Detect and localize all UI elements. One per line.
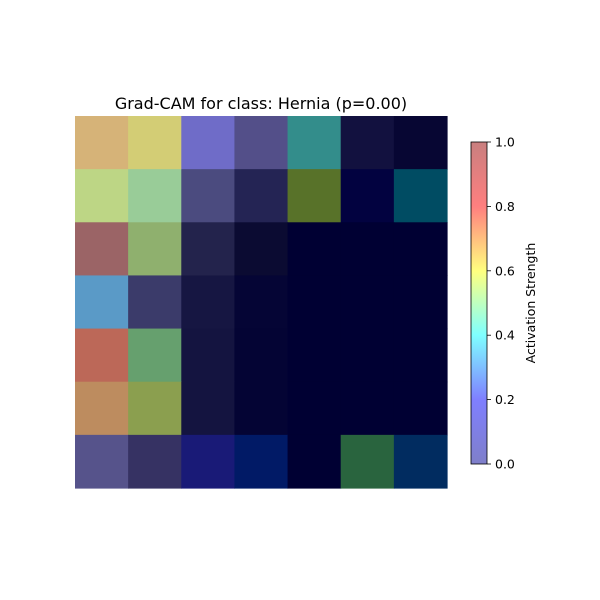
colorbar-tick-label: 0.0 [495,457,515,472]
colorbar-tick-label: 1.0 [495,135,515,150]
heatmap-cell-r5-c6 [393,381,448,436]
heatmap-cell-r0-c1 [128,116,182,170]
heatmap-cell-r1-c5 [340,169,395,223]
heatmap-cell-r6-c5 [340,434,395,489]
heatmap-cell-r4-c0 [75,328,129,383]
heatmap-cell-r6-c0 [75,434,129,489]
heatmap-cell-r2-c4 [287,222,342,277]
colorbar-tick-label: 0.4 [495,328,515,343]
heatmap-cell-r5-c5 [340,381,395,436]
colorbar-ticks: 0.0 0.2 0.4 0.6 0.8 1.0 [487,135,515,472]
heatmap-cell-r0-c5 [340,116,395,170]
heatmap-cell-r1-c4 [287,169,342,223]
heatmap-cell-r5-c2 [181,381,236,436]
heatmap-cell-r5-c4 [287,381,342,436]
heatmap-cell-r4-c6 [393,328,448,383]
heatmap-cell-r0-c3 [234,116,289,170]
heatmap-cell-r3-c1 [128,275,182,330]
heatmap-cell-r2-c6 [393,222,448,277]
colorbar-label: Activation Strength [523,243,538,364]
heatmap-cell-r0-c2 [181,116,236,170]
heatmap-cell-r2-c3 [234,222,289,277]
heatmap-cell-r5-c1 [128,381,182,436]
heatmap-cell-r4-c3 [234,328,289,383]
heatmap-cell-r3-c4 [287,275,342,330]
heatmap-cell-r3-c2 [181,275,236,330]
heatmap-cell-r1-c6 [393,169,448,223]
heatmap-cell-r0-c0 [75,116,129,170]
heatmap-cell-r1-c0 [75,169,129,223]
heatmap-cell-r5-c3 [234,381,289,436]
heatmap-grid [75,116,448,489]
heatmap-cell-r6-c4 [287,434,342,489]
heatmap-cell-r2-c2 [181,222,236,277]
colorbar-gradient [470,141,488,465]
colorbar-tick-label: 0.8 [495,199,515,214]
heatmap-cell-r2-c5 [340,222,395,277]
heatmap-cell-r1-c1 [128,169,182,223]
heatmap-cell-r6-c2 [181,434,236,489]
heatmap-cell-r3-c3 [234,275,289,330]
heatmap-cell-r6-c6 [393,434,448,489]
heatmap-cell-r4-c1 [128,328,182,383]
heatmap-cell-r3-c5 [340,275,395,330]
heatmap-cell-r6-c1 [128,434,182,489]
heatmap-cell-r6-c3 [234,434,289,489]
heatmap-cell-r3-c0 [75,275,129,330]
heatmap-cell-r5-c0 [75,381,129,436]
heatmap-cell-r2-c0 [75,222,129,277]
heatmap-cell-r4-c2 [181,328,236,383]
heatmap-cell-r3-c6 [393,275,448,330]
heatmap-cell-r1-c2 [181,169,236,223]
heatmap-cell-r4-c4 [287,328,342,383]
colorbar-tick-label: 0.6 [495,263,515,278]
heatmap-cell-r4-c5 [340,328,395,383]
heatmap-cell-r1-c3 [234,169,289,223]
colorbar: 0.0 0.2 0.4 0.6 0.8 1.0 Activation Strength [470,135,538,472]
colorbar-tick-label: 0.2 [495,392,515,407]
heatmap-cell-r2-c1 [128,222,182,277]
heatmap-cell-r0-c4 [287,116,342,170]
chart-title: Grad-CAM for class: Hernia (p=0.00) [115,94,407,113]
heatmap-cell-r0-c6 [393,116,448,170]
